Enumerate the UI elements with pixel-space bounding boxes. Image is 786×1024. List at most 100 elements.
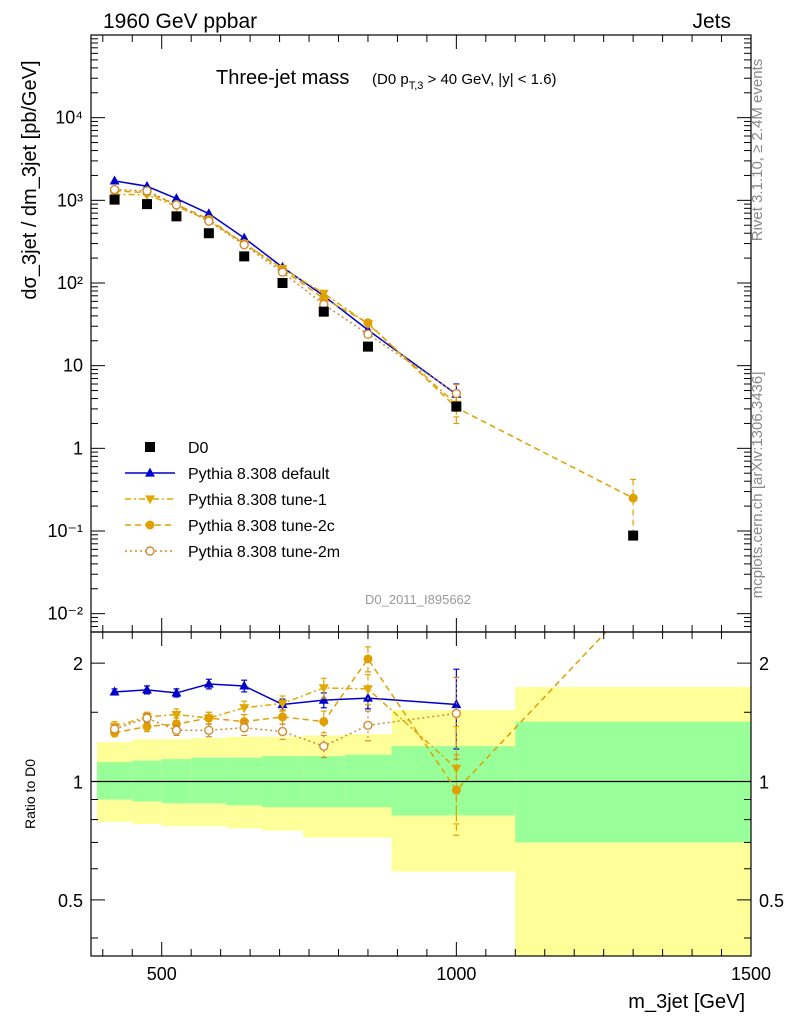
data-point [141, 199, 152, 210]
legend-label: Pythia 8.308 default [188, 466, 330, 483]
data-point [363, 654, 373, 664]
legend-entry: Pythia 8.308 default [125, 466, 330, 483]
legend-entry: Pythia 8.308 tune-1 [125, 492, 327, 509]
ratio-tick-label-right: 0.5 [759, 891, 784, 911]
data-point [142, 684, 152, 694]
data-point [171, 687, 182, 697]
x-axis-title: m_3jet [GeV] [628, 991, 745, 1013]
data-point [204, 725, 214, 735]
inner-band-bin [96, 762, 133, 800]
legend-label: Pythia 8.308 tune-2m [188, 544, 340, 561]
data-point [277, 699, 288, 709]
data-point [239, 723, 249, 733]
data-point [318, 694, 329, 704]
legend-marker [145, 467, 155, 477]
data-point [109, 184, 120, 195]
main-series-pythia-8-308-default [109, 175, 462, 410]
y-tick-label: 10 [63, 356, 83, 376]
main-series-pythia-8-308-tune-2m [109, 184, 462, 407]
series-line [114, 687, 457, 769]
ratio-tick-label: 1 [73, 773, 83, 793]
category-label: Jets [692, 10, 731, 33]
y-tick-label: 1 [73, 438, 83, 458]
data-point [171, 200, 182, 210]
data-point [363, 692, 373, 702]
data-point [203, 208, 214, 218]
legend-marker [145, 442, 155, 452]
main-series-d0 [109, 194, 639, 541]
y-tick-label: 10⁴ [55, 108, 83, 128]
data-point [451, 388, 462, 399]
ratio-tick-label-right: 2 [759, 654, 769, 674]
ratio-tick-label: 0.5 [58, 891, 83, 911]
y-axis-title: dσ_3jet / dm_3jet [pb/GeV] [19, 60, 41, 299]
data-point [109, 194, 120, 205]
data-point [171, 193, 182, 203]
source-label: mcplots.cern.ch [arXiv:1306.3436] [749, 372, 766, 599]
data-point [277, 267, 288, 277]
data-point [142, 186, 152, 196]
legend-marker [145, 495, 155, 505]
legend-label: Pythia 8.308 tune-2c [188, 518, 335, 535]
ratio-series-pythia-8-308-tune-2m [109, 676, 462, 760]
data-point [239, 240, 249, 250]
ratio-tick-label: 2 [73, 654, 83, 674]
main-series-pythia-8-308-tune-2c [110, 186, 638, 540]
legend-entry: Pythia 8.308 tune-2m [125, 544, 340, 561]
data-point [451, 785, 461, 795]
series-line [114, 190, 634, 499]
data-point [171, 725, 182, 735]
data-point [628, 493, 638, 503]
plot-subtitle: (D0 pT,3 > 40 GeV, |y| < 1.6) [372, 71, 557, 92]
subtitle-prefix: (D0 p [372, 71, 409, 88]
plot-title: Three-jet mass [216, 67, 349, 89]
main-series-layer [109, 175, 639, 541]
legend-marker [145, 520, 155, 530]
data-point [203, 228, 214, 239]
data-point [363, 720, 373, 730]
data-point [239, 704, 250, 714]
collision-label: 1960 GeV ppbar [103, 10, 257, 33]
legend-entry: D0 [145, 440, 209, 457]
data-point [319, 717, 329, 727]
data-point [451, 708, 462, 719]
x-tick-label: 500 [147, 964, 177, 984]
series-line [114, 193, 457, 405]
data-point [363, 329, 373, 339]
rivet-version-label: Rivet 3.1.10, ≥ 2.4M events [749, 59, 766, 242]
data-point [171, 710, 182, 720]
legend-entry: Pythia 8.308 tune-2c [125, 518, 335, 535]
data-point [277, 277, 288, 288]
data-point [203, 678, 214, 688]
legend-label: D0 [188, 440, 209, 457]
axes: 10⁻² 10⁻¹ 1 10 10² 10³ 10⁴ 0.5 0.5 1 1 2 2 500 1000 150… [47, 35, 784, 984]
ratio-axis-title: Ratio to D0 [22, 759, 38, 829]
y-tick-label: 10⁻¹ [47, 521, 83, 541]
data-point [363, 685, 373, 695]
x-tick-label: 1500 [731, 964, 771, 984]
legend-label: Pythia 8.308 tune-1 [188, 492, 327, 509]
series-line [114, 188, 457, 395]
data-point [318, 684, 329, 694]
y-tick-label: 10³ [57, 190, 83, 210]
main-frame [90, 34, 752, 633]
ratio-frame [90, 631, 752, 957]
data-point [362, 341, 373, 352]
data-point [204, 216, 214, 226]
inner-band-bin [391, 746, 516, 816]
data-point [171, 211, 182, 222]
data-point [278, 712, 288, 722]
legend-marker [145, 546, 155, 556]
data-point [319, 741, 329, 751]
data-point [277, 726, 288, 737]
subtitle-subscript: T,3 [409, 80, 424, 92]
data-point [142, 722, 152, 732]
data-point [451, 401, 462, 412]
y-tick-label: 10² [57, 273, 83, 293]
uncertainty-bands [96, 686, 751, 956]
data-point [109, 724, 120, 734]
data-point [318, 306, 329, 317]
data-point [239, 680, 250, 690]
y-tick-label: 10⁻² [47, 604, 83, 624]
